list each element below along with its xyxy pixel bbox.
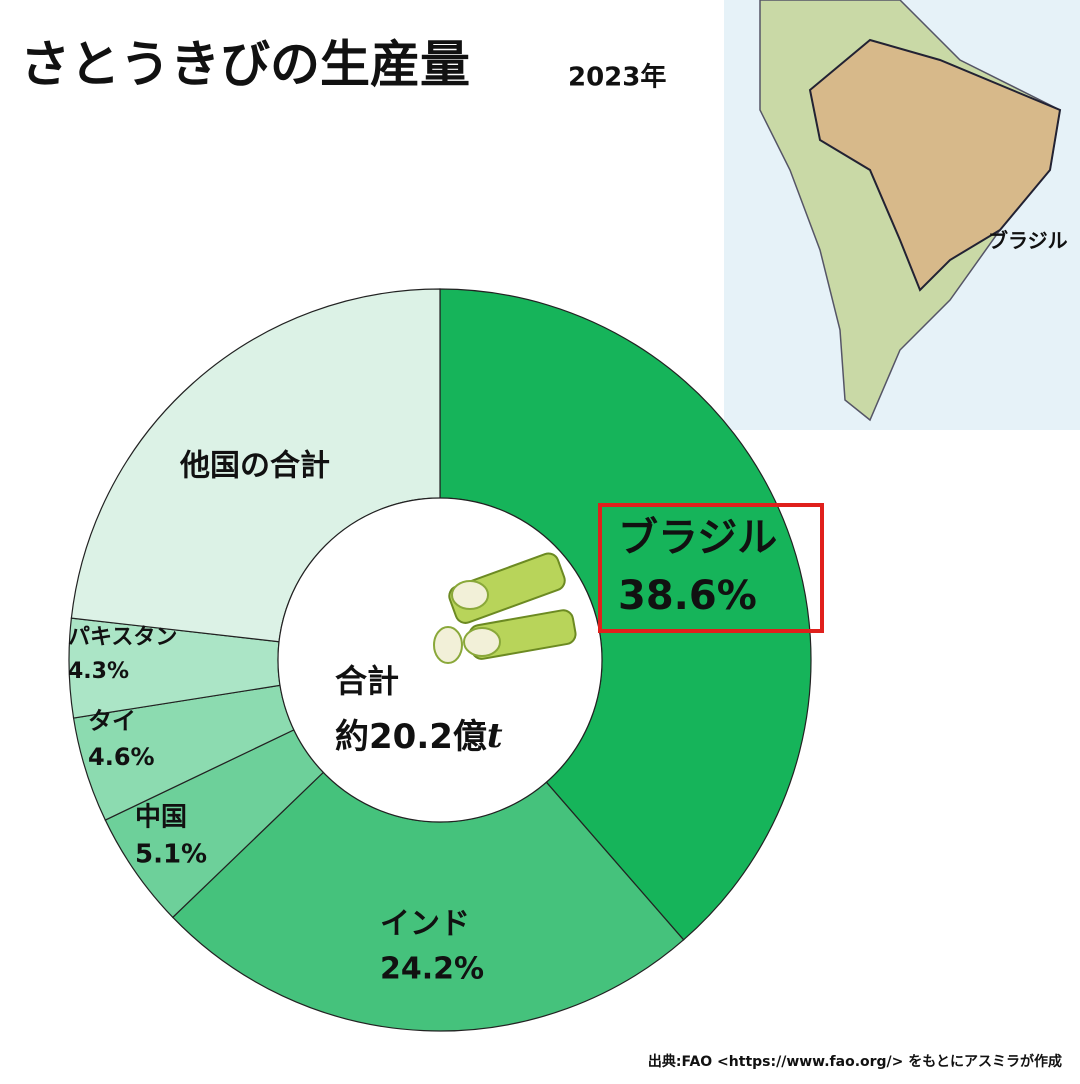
value-label: 5.1%: [135, 840, 207, 870]
total-value-number: 約20.2億: [335, 717, 487, 757]
slice-label: インド: [380, 907, 470, 942]
sugarcane-icon: [433, 552, 577, 664]
map-brazil: [808, 38, 1062, 292]
slice-label: タイ: [88, 707, 136, 735]
value-label: 4.6%: [88, 743, 155, 771]
highlight-box: [598, 503, 824, 633]
total-value: 約20.2億t: [335, 716, 503, 757]
slice-label: パキスタン: [68, 625, 177, 650]
slice-label: ブラジル: [618, 515, 777, 561]
slice-label: 他国の合計: [179, 449, 330, 484]
map-label: ブラジル: [988, 229, 1068, 253]
slice-label: 中国: [135, 803, 187, 833]
value-label: 4.3%: [68, 659, 129, 684]
total-label: 合計: [335, 662, 399, 700]
value-label: 38.6%: [618, 573, 757, 619]
chart-title: さとうきびの生産量: [20, 36, 470, 94]
source: 出典:FAO <https://www.fao.org/> をもとにアスミラが作…: [648, 1053, 1062, 1070]
value-label: 24.2%: [380, 952, 484, 987]
chart-subtitle: 2023年: [568, 62, 666, 93]
total-unit: t: [487, 716, 503, 756]
